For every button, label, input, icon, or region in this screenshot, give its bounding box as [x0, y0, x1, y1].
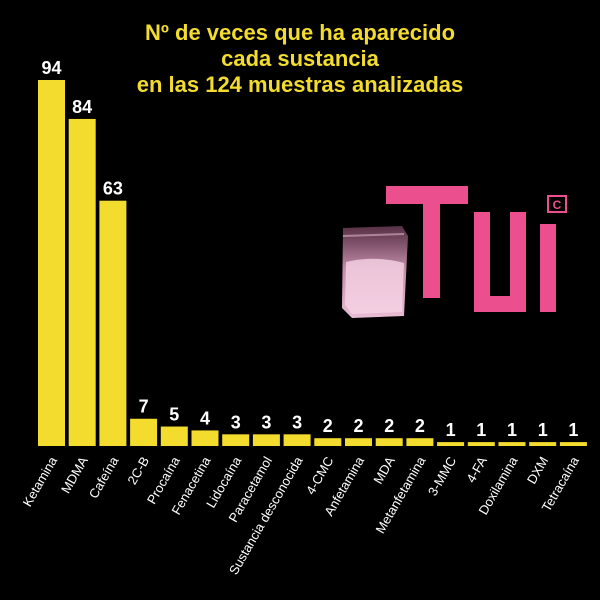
- value-label: 7: [139, 397, 149, 417]
- category-label: Cafeína: [86, 453, 122, 501]
- bar-lidoca-na: [222, 434, 250, 446]
- category-label: MDMA: [58, 454, 91, 496]
- bar-doxilamina: [498, 442, 526, 446]
- value-label: 3: [292, 412, 302, 432]
- category-label: MDA: [370, 454, 398, 487]
- value-label: 84: [72, 97, 92, 117]
- bar-metanfetamina: [406, 438, 434, 446]
- value-label: 3: [261, 412, 271, 432]
- value-label: 1: [538, 420, 548, 440]
- category-label: 2C-B: [124, 454, 152, 487]
- bar-3-mmc: [437, 442, 465, 446]
- bar-mda: [375, 438, 403, 446]
- value-label: 2: [384, 416, 394, 436]
- category-label: Ketamina: [20, 453, 61, 509]
- category-label: 4-CMC: [303, 454, 337, 497]
- bar-fenacetina: [191, 430, 219, 446]
- category-label: 3-MMC: [425, 454, 459, 498]
- value-label: 1: [446, 420, 456, 440]
- bar-sustancia-desconocida: [283, 434, 311, 446]
- bar-paracetamol: [252, 434, 280, 446]
- bar-tetraca-na: [559, 442, 587, 446]
- logo-badge: C: [553, 198, 562, 212]
- chart-title-line-2: cada sustancia: [221, 46, 379, 71]
- value-label: 63: [103, 179, 123, 199]
- bar-cafe-na: [99, 200, 127, 446]
- value-label: 3: [231, 412, 241, 432]
- value-label: 2: [415, 416, 425, 436]
- bar-2c-b: [130, 418, 158, 446]
- bar-mdma: [68, 118, 96, 447]
- value-label: 1: [568, 420, 578, 440]
- chart-title-line-1: Nº de veces que ha aparecido: [144, 20, 456, 45]
- bar-proca-na: [160, 426, 188, 446]
- bar-ketamina: [38, 80, 65, 446]
- value-label: 4: [200, 408, 210, 428]
- bar-dxm: [529, 442, 557, 446]
- value-label: 94: [41, 58, 61, 78]
- value-label: 2: [353, 416, 363, 436]
- bar-anfetamina: [345, 438, 372, 446]
- bar-4-cmc: [314, 438, 342, 446]
- bar-4-fa: [467, 442, 495, 446]
- category-label: 4-FA: [463, 454, 490, 486]
- value-label: 1: [476, 420, 486, 440]
- chart-title-line-3: en las 124 muestras analizadas: [136, 72, 464, 97]
- value-label: 2: [323, 416, 333, 436]
- value-label: 5: [169, 405, 179, 425]
- category-label: DXM: [524, 454, 551, 487]
- value-label: 1: [507, 420, 517, 440]
